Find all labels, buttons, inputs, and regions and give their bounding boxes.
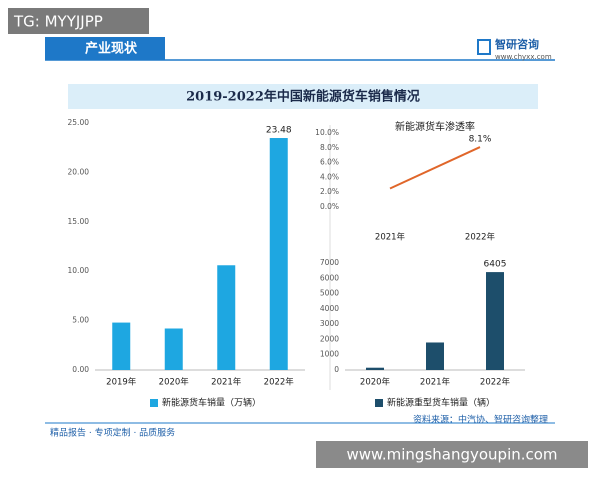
title-box [68, 84, 538, 109]
x-tick-label: 2020年 [360, 377, 391, 388]
y-tick-label: 10.0% [315, 128, 339, 137]
x-tick-label: 2021年 [375, 232, 406, 243]
x-tick-label: 2022年 [480, 377, 511, 388]
watermark-box [316, 441, 588, 468]
subchart-title: 新能源货车渗透率 [395, 120, 475, 133]
y-tick-label: 7000 [320, 258, 339, 267]
y-tick-label: 0 [334, 365, 339, 374]
y-tick-label: 25.00 [68, 118, 90, 127]
x-tick-label: 2021年 [420, 377, 451, 388]
tag: TG: MYYJJPP [13, 13, 103, 31]
y-tick-label: 2000 [320, 334, 339, 343]
y-tick-label: 3000 [320, 319, 339, 328]
section-title: 产业现状 [85, 41, 138, 57]
x-tick-label: 2022年 [264, 377, 295, 388]
tag-box [8, 8, 149, 34]
data-label: 23.48 [266, 126, 292, 136]
bar [217, 265, 236, 370]
legend-swatch [375, 399, 383, 407]
brand-logo [477, 39, 491, 55]
data-label: 6405 [484, 260, 507, 270]
chart-title: 2019-2022年中国新能源货车销售情况 [186, 89, 420, 105]
y-tick-label: 5.00 [72, 316, 89, 325]
legend-label: 新能源货车销量（万辆） [162, 397, 261, 409]
bar [112, 322, 131, 370]
x-tick-label: 2020年 [159, 377, 190, 388]
brand: 智研咨询 [495, 37, 539, 51]
y-tick-label: 20.00 [68, 167, 90, 176]
y-tick-label: 6000 [320, 273, 339, 282]
y-tick-label: 10.00 [68, 266, 90, 275]
y-tick-label: 15.00 [68, 217, 90, 226]
slogan: 精品报告 · 专项定制 · 品质服务 [50, 427, 175, 439]
section-tab [45, 37, 165, 60]
site: www.chyxx.com [495, 53, 552, 61]
bar [164, 328, 183, 370]
legend-swatch [150, 399, 158, 407]
y-tick-label: 0.0% [320, 202, 339, 211]
x-tick-label: 2021年 [211, 377, 242, 388]
y-tick-label: 2.0% [320, 187, 339, 196]
y-tick-label: 0.00 [72, 365, 89, 374]
legend-label: 新能源重型货车销量（辆） [387, 397, 495, 409]
y-tick-label: 6.0% [320, 158, 339, 167]
x-tick-label: 2019年 [106, 377, 137, 388]
y-tick-label: 4000 [320, 304, 339, 313]
bar [269, 138, 288, 370]
line [389, 146, 481, 190]
data-label: 8.1% [469, 135, 492, 145]
y-tick-label: 1000 [320, 350, 339, 359]
y-tick-label: 5000 [320, 289, 339, 298]
bar [366, 367, 384, 370]
y-tick-label: 8.0% [320, 143, 339, 152]
y-tick-label: 4.0% [320, 172, 339, 181]
bar [426, 342, 444, 370]
x-tick-label: 2022年 [465, 232, 496, 243]
bar [486, 272, 504, 370]
source: 资料来源：中汽协、智研咨询整理 [413, 414, 548, 426]
watermark: www.mingshangyoupin.com [346, 446, 557, 464]
